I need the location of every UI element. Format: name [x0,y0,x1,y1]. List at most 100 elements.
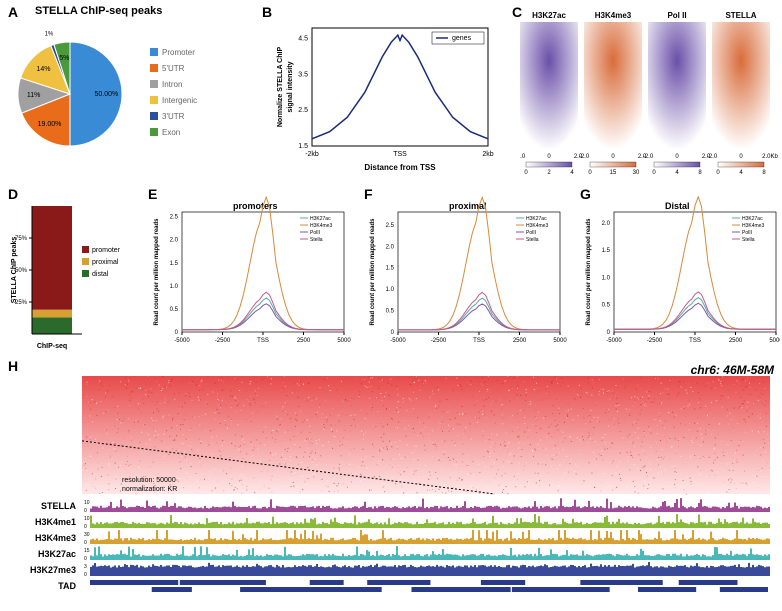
svg-text:Stella: Stella [742,237,755,243]
svg-text:Read count per million mapped: Read count per million mapped reads [370,218,376,326]
svg-text:2.0: 2.0 [170,238,179,244]
legend-label: 5'UTR [162,64,185,73]
svg-text:11%: 11% [27,92,41,99]
legend-swatch [150,112,158,120]
svg-text:TSS: TSS [689,338,701,344]
svg-text:-2500: -2500 [215,338,231,344]
svg-text:15: 15 [610,170,617,176]
svg-text:Normalize STELLA ChIP: Normalize STELLA ChIP [277,47,284,128]
svg-text:2500: 2500 [513,338,527,344]
svg-text:10: 10 [84,500,90,506]
legend-swatch [150,80,158,88]
bar-segment [32,206,72,310]
svg-text:PolII: PolII [526,230,536,236]
svg-text:-2500: -2500 [647,338,663,344]
svg-text:-2.0: -2.0 [579,154,590,160]
svg-text:Read count per million mapped: Read count per million mapped reads [586,218,592,326]
legend-label: Intron [162,80,182,89]
svg-text:0: 0 [84,556,87,562]
svg-text:2.5: 2.5 [386,223,395,229]
panel-a-pie: 50.00%19.00%11%14%1%5%Promoter5'UTRIntro… [10,18,250,174]
svg-text:4: 4 [739,170,743,176]
svg-text:1.0: 1.0 [386,287,395,293]
svg-text:genes: genes [452,35,472,42]
svg-text:-2500: -2500 [431,338,447,344]
svg-text:1.0: 1.0 [170,284,179,290]
svg-text:4: 4 [675,170,679,176]
svg-text:H3K27ac: H3K27ac [310,216,331,222]
svg-text:5000: 5000 [337,338,351,344]
svg-text:1.5: 1.5 [170,261,179,267]
svg-text:1%: 1% [45,32,54,38]
svg-text:3: 3 [84,564,87,570]
track-label: H3K4me1 [35,517,76,527]
svg-text:0.5: 0.5 [386,309,395,315]
panel-g-chart: Distal-5000-2500TSS2500500000.51.01.52.0… [580,196,780,354]
svg-text:distal: distal [92,271,109,278]
svg-text:Pol II: Pol II [667,11,686,20]
svg-text:1.5: 1.5 [386,266,395,272]
svg-text:PolII: PolII [310,230,320,236]
svg-text:H3K4me3: H3K4me3 [742,223,764,229]
svg-text:Read count per million mapped: Read count per million mapped reads [154,218,160,326]
svg-text:chr6: 46M-58M: chr6: 46M-58M [691,363,775,377]
panel-e-chart: promoters-5000-2500TSS2500500000.51.01.5… [148,196,358,354]
svg-text:2.5: 2.5 [298,107,308,114]
svg-text:2: 2 [547,170,551,176]
svg-text:15: 15 [84,548,90,554]
svg-text:3.5: 3.5 [298,71,308,78]
svg-text:-2.0: -2.0 [520,154,526,160]
svg-text:2.5: 2.5 [170,215,179,221]
panel-c-heatmap: H3K27ac-2.002.0024H3K4me3-2.002.001530Po… [520,8,780,180]
svg-text:2.0Kb: 2.0Kb [762,154,778,160]
legend-swatch [150,96,158,104]
svg-text:0: 0 [607,330,611,336]
svg-text:Distance from TSS: Distance from TSS [364,163,436,172]
legend-label: Promoter [162,48,195,57]
svg-text:PolII: PolII [742,230,752,236]
svg-text:30: 30 [84,532,90,538]
svg-text:promoter: promoter [92,247,121,254]
legend-label: 3'UTR [162,112,185,121]
svg-text:Stella: Stella [310,237,323,243]
panel-h: chr6: 46M-58Mresolution: 50000normalizat… [22,362,780,608]
svg-text:0: 0 [675,154,679,160]
svg-text:0: 0 [652,170,656,176]
panel-label-h: H [8,358,18,374]
track-signal [90,530,770,544]
svg-text:H3K4me3: H3K4me3 [595,11,632,20]
track-label: H3K27me3 [30,565,76,575]
svg-text:1.0: 1.0 [602,275,611,281]
track-signal [90,546,770,560]
svg-text:0: 0 [84,524,87,530]
heatmap-column [712,22,770,150]
svg-text:5%: 5% [59,55,69,62]
svg-text:5000: 5000 [553,338,567,344]
svg-text:TSS: TSS [393,151,407,158]
panel-f-chart: proximal-5000-2500TSS2500500000.51.01.52… [364,196,574,354]
svg-text:1.5: 1.5 [298,143,308,150]
track-signal [90,498,770,512]
legend-swatch [150,64,158,72]
svg-text:-2.0: -2.0 [707,154,718,160]
svg-text:4.5: 4.5 [298,36,308,43]
panel-b-chart: -2kbTSS2kb1.52.53.54.5Distance from TSSN… [270,10,500,176]
svg-text:H3K27ac: H3K27ac [532,11,566,20]
heatmap-column [584,22,642,150]
svg-text:H3K27ac: H3K27ac [742,216,763,222]
bar-segment [32,317,72,334]
svg-text:TSS: TSS [257,338,269,344]
svg-text:STELLA ChIP peaks: STELLA ChIP peaks [11,237,18,304]
svg-text:30: 30 [633,170,640,176]
svg-text:-2kb: -2kb [305,151,319,158]
legend-label: Exon [162,128,180,137]
svg-text:TSS: TSS [473,338,485,344]
svg-text:0: 0 [716,170,720,176]
svg-text:5000: 5000 [769,338,780,344]
svg-text:50.00%: 50.00% [95,91,119,98]
track-label: TAD [58,581,76,591]
track-label: H3K27ac [38,549,76,559]
track-label: H3K4me3 [35,533,76,543]
bar-segment [32,310,72,318]
legend-label: Intergenic [162,96,197,105]
